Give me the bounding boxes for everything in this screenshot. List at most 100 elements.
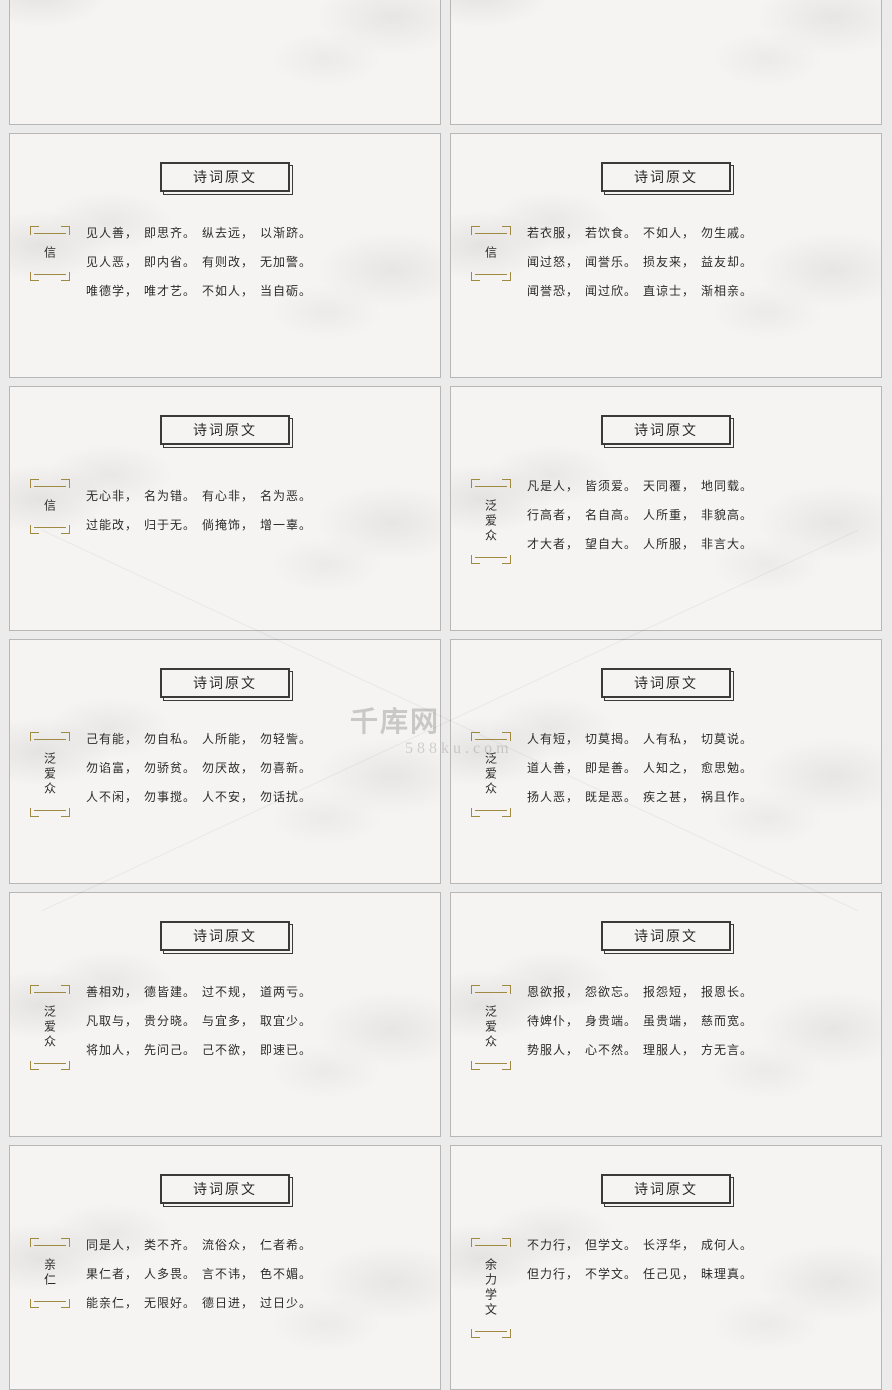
verse-phrase: 待婢仆，: [527, 1012, 579, 1029]
verse-phrase: 善相劝，: [86, 983, 138, 1000]
verse-phrase: 直谅士，: [643, 282, 695, 299]
slide-title: 诗词原文: [160, 1174, 290, 1204]
verse-phrase: 报怨短，: [643, 983, 695, 1000]
side-label: 余力学文: [473, 1238, 509, 1338]
slide-title: 诗词原文: [160, 668, 290, 698]
slide: 诗词原文信若衣服，若饮食。不如人，勿生戚。闻过怒，闻誉乐。损友来，益友却。闻誉恐…: [450, 133, 882, 378]
verse-phrase: 名为恶。: [260, 487, 312, 504]
side-label-text: 泛爱众: [42, 752, 59, 797]
verse-phrase: 类不齐。: [144, 1236, 196, 1253]
verse-phrase: 人所能，: [202, 730, 254, 747]
side-label: 信: [32, 479, 68, 534]
verse-row: 同是人，类不齐。流俗众，仁者希。: [86, 1236, 412, 1253]
verse-phrase: 与宜多，: [202, 1012, 254, 1029]
slide: 诗词原文泛爱众善相劝，德皆建。过不规，道两亏。凡取与，贵分晓。与宜多，取宜少。将…: [9, 892, 441, 1137]
verse-phrase: 不学文。: [585, 1265, 637, 1282]
verses: 见人善，即思齐。纵去远，以渐跻。见人恶，即内省。有则改，无加警。唯德学，唯才艺。…: [86, 224, 412, 299]
verse-row: 将加人， 先问己。己不欲， 即速已。: [86, 1041, 412, 1058]
verse-phrase: 流俗众，: [202, 1236, 254, 1253]
side-label-text: 信: [42, 246, 59, 261]
verses: 无心非，名为错。有心非，名为恶。过能改，归于无。倘掩饰，增一辜。: [86, 487, 412, 533]
slide: 诗词原文信见人善，即思齐。纵去远，以渐跻。见人恶，即内省。有则改，无加警。唯德学…: [9, 133, 441, 378]
verse-phrase: 闻誉乐。: [585, 253, 637, 270]
verses: 不力行，但学文。长浮华，成何人。但力行，不学文。任己见，昧理真。: [527, 1236, 853, 1282]
verse-phrase: 不如人，: [202, 282, 254, 299]
side-label: 信: [32, 226, 68, 281]
verse-phrase: 道两亏。: [260, 983, 312, 1000]
verse-phrase: 愈思勉。: [701, 759, 753, 776]
verse-phrase: 疾之甚，: [643, 788, 695, 805]
verses: 凡是人，皆须爱。天同覆，地同载。行高者，名自高。人所重，非貌高。才大者，望自大。…: [527, 477, 853, 552]
verse-phrase: 天同覆，: [643, 477, 695, 494]
verse-phrase: 昧理真。: [701, 1265, 753, 1282]
verse-phrase: 勿骄贫。: [144, 759, 196, 776]
verse-phrase: 闻过怒，: [527, 253, 579, 270]
verse-row: 势服人，心不然。理服人，方无言。: [527, 1041, 853, 1058]
verse-phrase: 心不然。: [585, 1041, 637, 1058]
side-label: 亲仁: [32, 1238, 68, 1308]
verse-phrase: 望自大。: [585, 535, 637, 552]
verse-phrase: 虽贵端，: [643, 1012, 695, 1029]
verse-phrase: 闻过欣。: [585, 282, 637, 299]
verse-phrase: 将加人，: [86, 1041, 138, 1058]
verse-phrase: 方无言。: [701, 1041, 753, 1058]
slide-grid: 信话说多，不如少。惟其是，勿佞巧。奸巧语，秽污词。市井气，切戒之。信凡道字，重且…: [0, 0, 892, 1390]
verse-phrase: 人有短，: [527, 730, 579, 747]
side-label-text: 泛爱众: [483, 1005, 500, 1050]
verse-phrase: 报恩长。: [701, 983, 753, 1000]
verse-phrase: 人所服，: [643, 535, 695, 552]
verse-phrase: 见人善，: [86, 224, 138, 241]
verse-phrase: 无加警。: [260, 253, 312, 270]
verse-phrase: 皆须爱。: [585, 477, 637, 494]
verse-phrase: 己有能，: [86, 730, 138, 747]
verse-phrase: 身贵端。: [585, 1012, 637, 1029]
verse-phrase: 人不闲，: [86, 788, 138, 805]
verses: 若衣服，若饮食。不如人，勿生戚。闻过怒，闻誉乐。损友来，益友却。闻誉恐，闻过欣。…: [527, 224, 853, 299]
verse-phrase: 祸且作。: [701, 788, 753, 805]
verse-phrase: 势服人，: [527, 1041, 579, 1058]
slide: 诗词原文信无心非，名为错。有心非，名为恶。过能改，归于无。倘掩饰，增一辜。: [9, 386, 441, 631]
verses: 善相劝，德皆建。过不规，道两亏。凡取与，贵分晓。与宜多，取宜少。将加人，先问己。…: [86, 983, 412, 1058]
verse-phrase: 先问己。: [144, 1041, 196, 1058]
verse-phrase: 己不欲，: [202, 1041, 254, 1058]
verse-phrase: 任己见，: [643, 1265, 695, 1282]
slide: 诗词原文余力学文不力行，但学文。长浮华，成何人。但力行，不学文。任己见，昧理真。: [450, 1145, 882, 1390]
verse-phrase: 名自高。: [585, 506, 637, 523]
verse-phrase: 以渐跻。: [260, 224, 312, 241]
verse-phrase: 若衣服，: [527, 224, 579, 241]
verse-phrase: 凡是人，: [527, 477, 579, 494]
side-label-text: 泛爱众: [483, 752, 500, 797]
verse-phrase: 当自砺。: [260, 282, 312, 299]
verse-phrase: 切莫说。: [701, 730, 753, 747]
verse-phrase: 德皆建。: [144, 983, 196, 1000]
verse-phrase: 勿厌故，: [202, 759, 254, 776]
side-label: 泛爱众: [32, 732, 68, 817]
verse-phrase: 行高者，: [527, 506, 579, 523]
slide: 诗词原文泛爱众己有能，勿自私。人所能，勿轻訾。勿谄富，勿骄贫。勿厌故，勿喜新。人…: [9, 639, 441, 884]
verse-phrase: 即速已。: [260, 1041, 312, 1058]
verse-row: 待婢仆，身贵端。虽贵端，慈而宽。: [527, 1012, 853, 1029]
verse-phrase: 无心非，: [86, 487, 138, 504]
verse-phrase: 非貌高。: [701, 506, 753, 523]
verse-phrase: 见人恶，: [86, 253, 138, 270]
verse-phrase: 凡取与，: [86, 1012, 138, 1029]
slide: 诗词原文亲仁同是人，类不齐。流俗众，仁者希。果仁者，人多畏。言不讳，色不媚。能亲…: [9, 1145, 441, 1390]
verse-phrase: 果仁者，: [86, 1265, 138, 1282]
verse-row: 若衣服，若饮食。不如人，勿生戚。: [527, 224, 853, 241]
verses: 恩欲报，怨欲忘。报怨短，报恩长。待婢仆，身贵端。虽贵端，慈而宽。势服人，心不然。…: [527, 983, 853, 1058]
verse-phrase: 唯德学，: [86, 282, 138, 299]
verse-phrase: 唯才艺。: [144, 282, 196, 299]
verse-row: 行高者，名自高。人所重，非貌高。: [527, 506, 853, 523]
verse-row: 唯德学， 唯才艺。不如人， 当自砺。: [86, 282, 412, 299]
slide-title: 诗词原文: [160, 921, 290, 951]
verse-phrase: 过能改，: [86, 516, 138, 533]
side-label: 泛爱众: [32, 985, 68, 1070]
side-label-text: 亲仁: [42, 1258, 59, 1288]
verse-row: 恩欲报，怨欲忘。报怨短，报恩长。: [527, 983, 853, 1000]
slide: 诗词原文泛爱众凡是人，皆须爱。天同覆，地同载。行高者，名自高。人所重，非貌高。才…: [450, 386, 882, 631]
verse-phrase: 人有私，: [643, 730, 695, 747]
slide-title: 诗词原文: [601, 921, 731, 951]
verse-phrase: 若饮食。: [585, 224, 637, 241]
verse-phrase: 闻誉恐，: [527, 282, 579, 299]
verse-phrase: 人不安，: [202, 788, 254, 805]
